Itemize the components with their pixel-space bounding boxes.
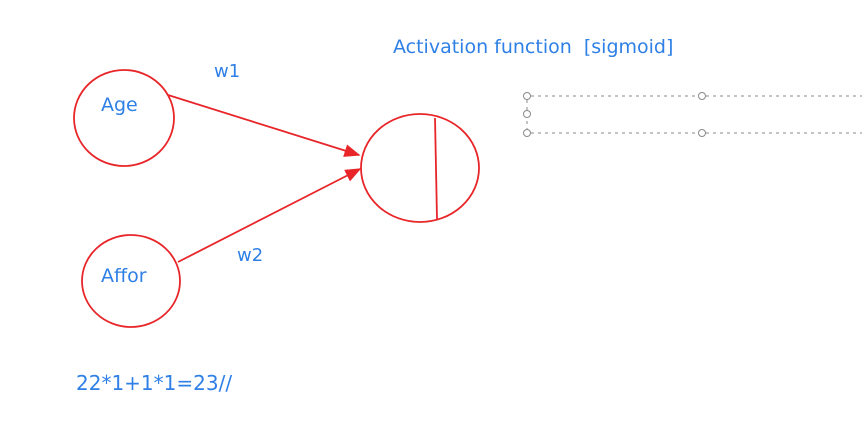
resize-handle-bottom-left[interactable] [523, 129, 531, 137]
resize-handle-bottom-middle[interactable] [698, 129, 706, 137]
input-node-age-circle [73, 69, 175, 167]
weight-label-w1: w1 [214, 61, 240, 82]
activation-neuron-divider [434, 117, 438, 220]
formula-text: 22*1+1*1=23// [76, 371, 232, 395]
weight-label-w2: w2 [237, 245, 263, 266]
input-node-affor-circle [81, 234, 181, 328]
resize-handle-top-left[interactable] [523, 92, 531, 100]
selection-box[interactable] [523, 92, 862, 137]
resize-handle-middle-left[interactable] [523, 110, 531, 118]
activation-neuron-circle [360, 113, 480, 223]
activation-function-title: Activation function [sigmoid] [393, 36, 673, 58]
input-node-affor-label: Affor [101, 265, 147, 287]
resize-handle-top-middle[interactable] [698, 92, 706, 100]
connection-arrow-w1 [167, 94, 361, 157]
activation-neuron [360, 113, 480, 223]
input-node-age: Age [73, 69, 175, 167]
input-node-age-label: Age [101, 94, 138, 116]
connection-arrow-w2 [177, 168, 362, 263]
input-node-affor: Affor [81, 234, 181, 328]
